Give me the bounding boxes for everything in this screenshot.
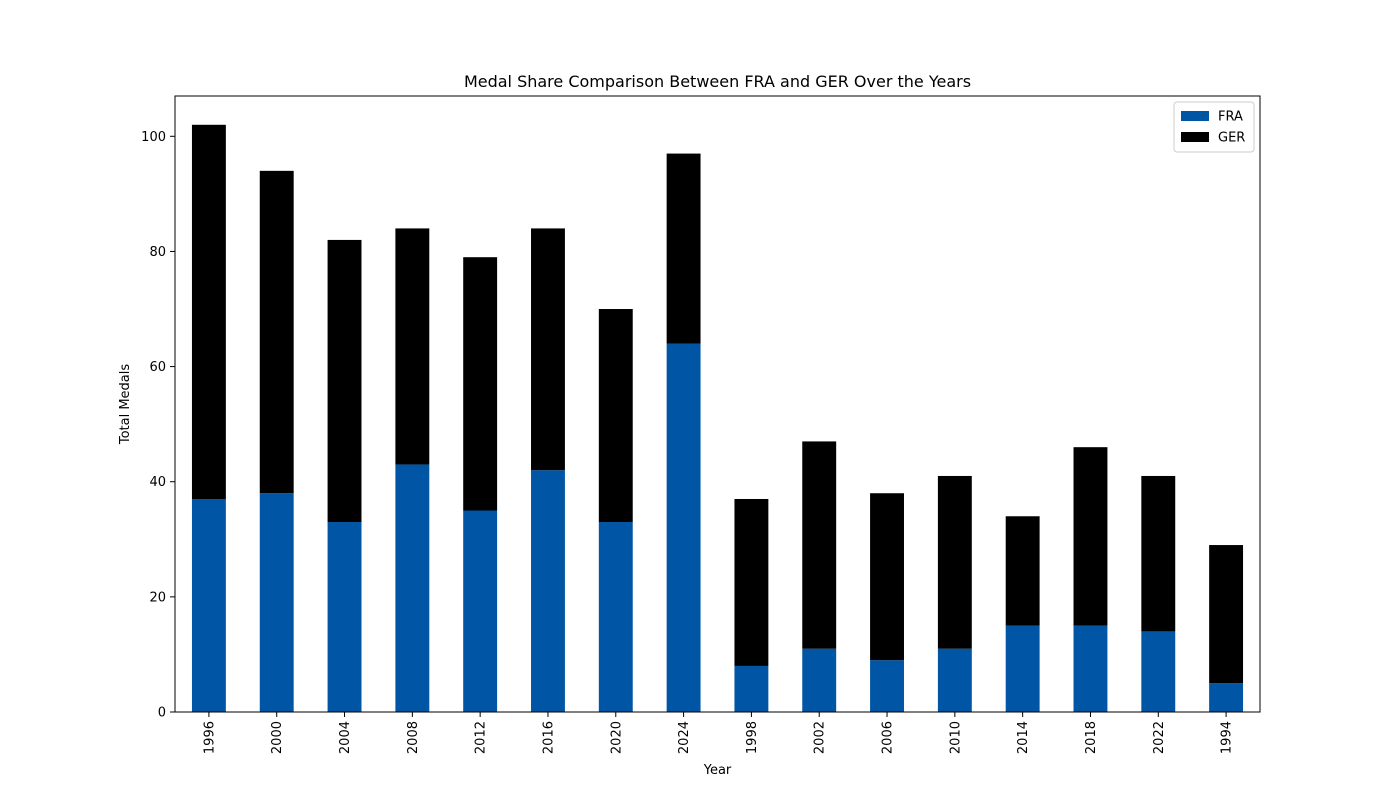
bar-ger-2008 <box>395 228 430 465</box>
x-tick-label: 2018 <box>1084 721 1099 754</box>
bar-ger-2006 <box>870 493 904 661</box>
x-tick-label: 2014 <box>1016 721 1031 754</box>
bar-fra-2000 <box>259 493 294 712</box>
bar-ger-2020 <box>598 309 633 523</box>
bar-ger-1994 <box>1209 545 1244 684</box>
x-tick-label: 2020 <box>609 721 624 754</box>
bar-ger-2004 <box>327 239 362 523</box>
bars-layer <box>191 124 1244 712</box>
legend-label-ger: GER <box>1218 131 1245 146</box>
bar-ger-2022 <box>1141 475 1176 632</box>
x-tick-label: 1996 <box>202 721 217 754</box>
bar-fra-2010 <box>937 648 972 712</box>
bar-fra-1994 <box>1209 683 1244 712</box>
bar-ger-2010 <box>937 475 972 649</box>
y-tick-label: 40 <box>149 475 166 490</box>
x-tick-label: 2024 <box>677 721 692 754</box>
bar-fra-1998 <box>734 665 769 712</box>
x-tick-label: 2022 <box>1152 721 1167 754</box>
bar-fra-2008 <box>395 464 430 712</box>
bar-ger-2024 <box>666 153 701 344</box>
bar-ger-1996 <box>191 124 226 499</box>
x-tick-label: 2016 <box>541 721 556 754</box>
bar-fra-2024 <box>666 343 701 712</box>
bar-fra-2004 <box>327 522 362 712</box>
x-tick-label: 1994 <box>1220 721 1235 754</box>
y-tick-label: 100 <box>141 130 166 145</box>
x-tick-label: 2008 <box>406 721 421 754</box>
y-tick-label: 0 <box>158 706 166 721</box>
bar-fra-2018 <box>1073 625 1108 712</box>
axes-layer: 0 20 40 60 80 100 1996 2000 2004 2008 2012 2016 2020… <box>141 95 1261 754</box>
bar-ger-2014 <box>1005 516 1040 626</box>
x-axis-label: Year <box>703 763 732 778</box>
bar-ger-1998 <box>734 498 769 666</box>
legend-swatch-ger <box>1181 132 1209 142</box>
bar-fra-1996 <box>191 498 226 712</box>
y-tick-label: 20 <box>149 590 166 605</box>
bar-ger-2018 <box>1073 447 1108 626</box>
x-tick-label: 2004 <box>338 721 353 754</box>
bar-fra-2014 <box>1005 625 1040 712</box>
bar-fra-2012 <box>463 510 498 712</box>
x-tick-label: 2002 <box>813 721 828 754</box>
legend-swatch-fra <box>1181 111 1209 121</box>
bar-fra-2006 <box>870 660 904 712</box>
y-tick-label: 60 <box>149 360 166 375</box>
plot-frame <box>174 95 1261 713</box>
x-tick-label: 2006 <box>881 721 896 754</box>
y-axis-label: Total Medals <box>118 364 133 446</box>
chart-title: Medal Share Comparison Between FRA and G… <box>464 72 971 91</box>
bar-fra-2020 <box>598 522 633 712</box>
bar-fra-2002 <box>802 648 837 712</box>
bar-ger-2000 <box>259 170 294 494</box>
bar-ger-2016 <box>531 228 565 471</box>
legend: FRA GER <box>1173 101 1255 153</box>
bar-ger-2012 <box>463 257 498 511</box>
x-tick-label: 1998 <box>745 721 760 754</box>
bar-fra-2022 <box>1141 631 1176 712</box>
x-tick-label: 2000 <box>270 721 285 754</box>
legend-label-fra: FRA <box>1218 110 1243 125</box>
bar-ger-2002 <box>802 441 837 649</box>
y-tick-label: 80 <box>149 245 166 260</box>
bar-fra-2016 <box>531 470 565 712</box>
x-tick-label: 2010 <box>948 721 963 754</box>
x-tick-label: 2012 <box>474 721 489 754</box>
